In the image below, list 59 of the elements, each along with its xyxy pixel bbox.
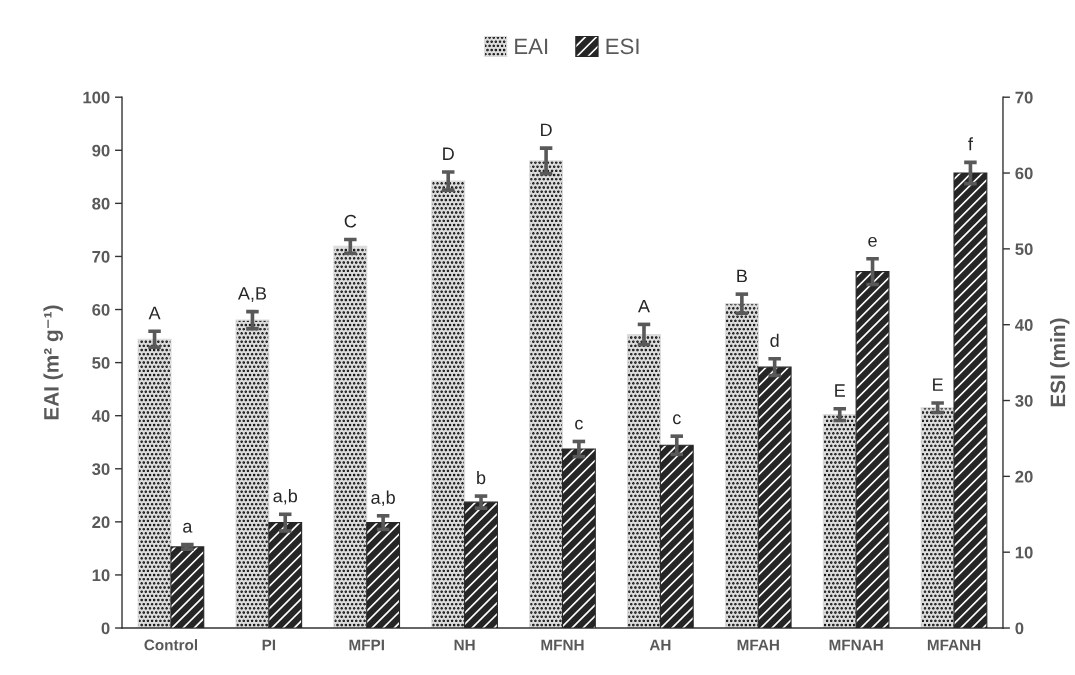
y-tick-label: 20 bbox=[92, 516, 110, 529]
y2-tick-label: 60 bbox=[1015, 167, 1033, 180]
bar bbox=[431, 180, 466, 629]
data-label: E bbox=[933, 378, 943, 391]
bar bbox=[366, 522, 401, 629]
bar bbox=[170, 546, 205, 629]
y2-axis-title: ESI (min) bbox=[1049, 318, 1070, 407]
y-tick-label: 50 bbox=[92, 357, 110, 369]
data-label: c bbox=[673, 414, 681, 425]
y-tick-label: 0 bbox=[101, 622, 110, 635]
x-tick-label: PI bbox=[262, 639, 276, 651]
data-label: e bbox=[868, 236, 877, 247]
data-label: c bbox=[575, 419, 583, 430]
y-tick-label: 80 bbox=[92, 197, 110, 210]
bar bbox=[529, 160, 564, 629]
x-tick-label: MFNAH bbox=[829, 639, 883, 651]
y-tick-label: 10 bbox=[92, 569, 110, 582]
data-label: b bbox=[477, 470, 486, 485]
data-label: B bbox=[737, 269, 747, 283]
data-label: a bbox=[183, 522, 193, 533]
data-label: D bbox=[443, 147, 454, 160]
y-tick-label: 100 bbox=[83, 91, 110, 104]
data-label: d bbox=[770, 333, 779, 347]
y2-tick-label: 20 bbox=[1015, 470, 1033, 483]
y2-tick-label: 30 bbox=[1015, 394, 1033, 407]
y2-tick-label: 50 bbox=[1015, 243, 1033, 256]
y-tick-label: 30 bbox=[92, 463, 110, 475]
x-tick-label: MFAH bbox=[737, 639, 779, 651]
data-label: C bbox=[344, 214, 357, 228]
x-tick-label: MFANH bbox=[927, 639, 981, 651]
data-label: f bbox=[968, 137, 973, 151]
y-tick-label: 70 bbox=[92, 250, 110, 263]
legend-label: ESI bbox=[606, 38, 639, 55]
legend-label: EAI bbox=[515, 38, 548, 55]
x-tick-label: MFPI bbox=[349, 639, 384, 651]
data-label: A bbox=[148, 306, 161, 320]
bar bbox=[464, 501, 498, 629]
x-tick-label: Control bbox=[144, 639, 198, 651]
bar bbox=[137, 338, 172, 629]
x-tick-label: AH bbox=[649, 639, 671, 651]
y2-tick-label: 40 bbox=[1015, 319, 1033, 331]
bar bbox=[953, 172, 988, 629]
y-tick-label: 90 bbox=[92, 144, 110, 157]
y-tick-label: 40 bbox=[91, 410, 110, 422]
data-label: a,b bbox=[371, 490, 395, 507]
data-label: E bbox=[835, 384, 845, 397]
data-label: A,B bbox=[237, 287, 267, 302]
bar bbox=[333, 245, 368, 629]
y-tick-label: 60 bbox=[92, 303, 110, 316]
y2-tick-label: 10 bbox=[1015, 546, 1033, 559]
data-label: D bbox=[541, 123, 552, 137]
bar bbox=[235, 319, 270, 629]
y-axis-title: EAI (m² g⁻¹) bbox=[43, 305, 63, 420]
y2-tick-label: 0 bbox=[1015, 622, 1024, 635]
x-tick-label: MFNH bbox=[541, 639, 584, 651]
data-label: A bbox=[638, 299, 650, 313]
data-label: a,b bbox=[273, 489, 298, 505]
y2-tick-label: 70 bbox=[1015, 91, 1033, 104]
x-tick-label: NH bbox=[454, 639, 475, 651]
